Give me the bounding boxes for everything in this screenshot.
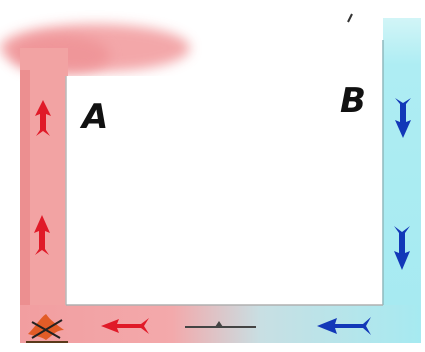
top-stray-mark — [347, 13, 353, 23]
label-b: B — [340, 81, 366, 121]
warm-pipe-left-shade — [20, 70, 30, 320]
flame-icon — [26, 314, 68, 343]
arrow-left-icon — [101, 318, 149, 334]
arrow-left-icon — [317, 317, 371, 335]
arrow-down-icon — [394, 226, 410, 270]
interior-box — [66, 76, 383, 305]
arrow-up-icon — [34, 215, 50, 255]
arrow-down-icon — [395, 98, 411, 138]
valve-icon — [185, 321, 256, 328]
arrow-up-icon — [35, 100, 51, 136]
label-a: A — [79, 97, 108, 137]
cool-pipe-right — [383, 18, 421, 330]
